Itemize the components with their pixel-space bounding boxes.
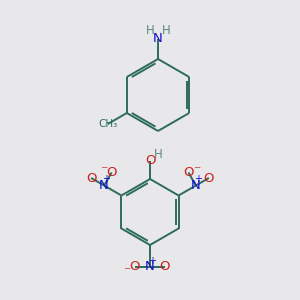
Text: O: O	[145, 154, 155, 166]
Text: ⁻: ⁻	[123, 265, 131, 279]
Text: N: N	[153, 32, 163, 44]
Text: H: H	[162, 25, 170, 38]
Text: H: H	[154, 148, 162, 160]
Text: +: +	[194, 175, 202, 184]
Text: O: O	[160, 260, 170, 274]
Text: ⁻: ⁻	[100, 164, 107, 178]
Text: CH₃: CH₃	[98, 119, 117, 129]
Text: O: O	[86, 172, 96, 184]
Text: H: H	[146, 25, 154, 38]
Text: O: O	[204, 172, 214, 184]
Text: +: +	[148, 256, 157, 266]
Text: +: +	[102, 175, 110, 184]
Text: O: O	[106, 166, 117, 179]
Text: N: N	[99, 179, 109, 192]
Text: N: N	[145, 260, 155, 274]
Text: O: O	[183, 166, 194, 179]
Text: N: N	[191, 179, 201, 192]
Text: ⁻: ⁻	[193, 164, 200, 178]
Text: O: O	[130, 260, 140, 274]
